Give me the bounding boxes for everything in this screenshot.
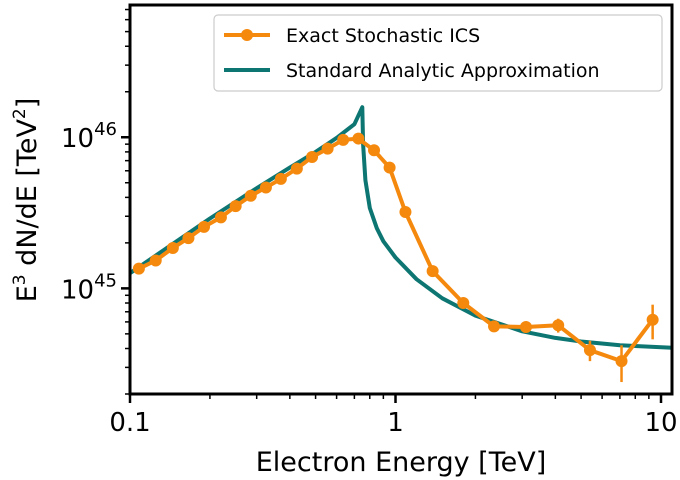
data-point: [583, 344, 596, 357]
series-line-analytic: [130, 105, 672, 350]
x-tick-label: 10: [644, 408, 677, 438]
legend-marker-exact: [241, 29, 253, 41]
data-point: [615, 355, 628, 368]
data-point: [244, 189, 257, 202]
series-line-exact: [138, 136, 655, 364]
data-point: [321, 142, 334, 155]
legend-label-exact: Exact Stochastic ICS: [286, 25, 480, 47]
data-point: [368, 144, 381, 157]
data-point: [306, 151, 319, 164]
data-point: [383, 161, 396, 174]
legend: Exact Stochastic ICS Standard Analytic A…: [213, 14, 663, 92]
data-point: [274, 172, 287, 185]
data-point: [290, 162, 303, 175]
data-point: [646, 313, 659, 326]
data-point: [132, 262, 145, 275]
legend-label-analytic: Standard Analytic Approximation: [286, 60, 600, 82]
data-point: [399, 206, 412, 219]
data-point: [182, 232, 195, 245]
series-exact: [132, 132, 659, 383]
plot-area: [130, 105, 672, 383]
data-point: [214, 211, 227, 224]
y-axis-label: E3 dN/dE [TeV2]: [10, 98, 43, 303]
data-point: [198, 220, 211, 233]
x-tick-label: 0.1: [109, 408, 150, 438]
data-point: [488, 320, 501, 333]
data-point: [426, 265, 439, 278]
legend-box: [213, 14, 663, 92]
data-point: [337, 133, 350, 146]
data-point: [166, 241, 179, 254]
data-point: [259, 181, 272, 194]
tick-labels: 0.1 1 10 1045 1046: [61, 119, 678, 438]
data-point: [552, 319, 565, 332]
x-tick-label: 1: [387, 408, 404, 438]
data-point: [229, 200, 242, 213]
plot-frame: [128, 3, 674, 396]
y-tick-label: 1045: [61, 270, 117, 305]
data-point: [149, 254, 162, 267]
x-axis-label: Electron Energy [TeV]: [256, 447, 547, 478]
data-point: [352, 132, 365, 145]
y-tick-label: 1046: [61, 119, 117, 154]
data-point: [457, 297, 470, 310]
data-point: [519, 321, 532, 334]
series-analytic: [130, 105, 672, 350]
